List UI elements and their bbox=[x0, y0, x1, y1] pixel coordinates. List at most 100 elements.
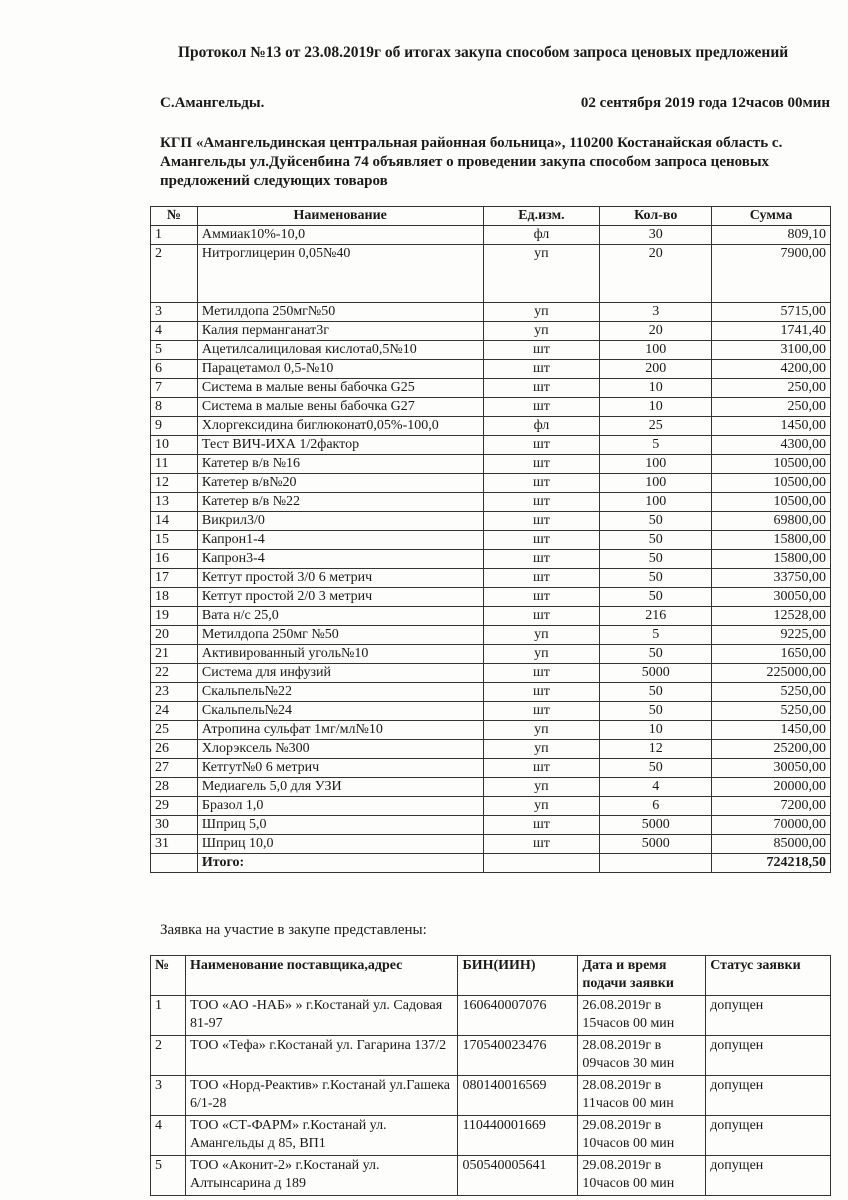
item-name: Активированный уголь№10 bbox=[196, 644, 484, 664]
item-name: Капрон3-4 bbox=[196, 549, 484, 569]
table-row: 3 ТОО «Норд-Реактив» г.Костанай ул.Гашека… bbox=[150, 1075, 831, 1116]
row-number: 22 bbox=[150, 663, 198, 683]
application-status: допущен bbox=[705, 1115, 831, 1156]
sum: 30050,00 bbox=[711, 587, 831, 607]
goods-header-row: № Наименование Ед.изм. Кол-во Сумма bbox=[150, 206, 831, 226]
table-row: 14 Викрил3/0 шт 50 69800,00 bbox=[150, 511, 831, 531]
table-row: 3 Метилдопа 250мг№50 уп 3 5715,00 bbox=[150, 302, 831, 322]
total-row: Итого: 724218,50 bbox=[150, 853, 831, 873]
quantity: 10 bbox=[599, 720, 713, 740]
submission-datetime: 29.08.2019г в 10часов 00 мин bbox=[577, 1155, 707, 1196]
row-number: 19 bbox=[150, 606, 198, 626]
row-number: 7 bbox=[150, 378, 198, 398]
row-number: 2 bbox=[150, 244, 198, 303]
sum: 12528,00 bbox=[711, 606, 831, 626]
unit: шт bbox=[482, 454, 601, 474]
item-name: Атропина сульфат 1мг/мл№10 bbox=[196, 720, 484, 740]
sum: 85000,00 bbox=[711, 834, 831, 854]
quantity: 50 bbox=[599, 568, 713, 588]
item-name: Катетер в/в№20 bbox=[196, 473, 484, 493]
quantity: 50 bbox=[599, 511, 713, 531]
item-name: Система для инфузий bbox=[196, 663, 484, 683]
sum: 9225,00 bbox=[711, 625, 831, 645]
goods-header-unit: Ед.изм. bbox=[482, 206, 601, 226]
quantity: 6 bbox=[599, 796, 713, 816]
row-number: 6 bbox=[150, 359, 198, 379]
row-number: 2 bbox=[150, 1035, 186, 1076]
intro-paragraph: КГП «Амангельдинская центральная районна… bbox=[160, 135, 783, 189]
row-number: 31 bbox=[150, 834, 198, 854]
table-row: 7 Система в малые вены бабочка G25 шт 10 250… bbox=[150, 378, 831, 398]
unit: фл bbox=[482, 225, 601, 245]
sum: 5715,00 bbox=[711, 302, 831, 322]
total-label: Итого: bbox=[196, 853, 484, 873]
row-number: 4 bbox=[150, 321, 198, 341]
application-status: допущен bbox=[705, 1075, 831, 1116]
row-number: 26 bbox=[150, 739, 198, 759]
item-name: Шприц 5,0 bbox=[196, 815, 484, 835]
quantity: 100 bbox=[599, 454, 713, 474]
unit: шт bbox=[482, 815, 601, 835]
row-number: 5 bbox=[150, 1155, 186, 1196]
table-row: 26 Хлорэксель №300 уп 12 25200,00 bbox=[150, 739, 831, 759]
item-name: Бразол 1,0 bbox=[196, 796, 484, 816]
row-number: 12 bbox=[150, 473, 198, 493]
goods-table: № Наименование Ед.изм. Кол-во Сумма 1 Аммиак1… bbox=[150, 206, 831, 873]
quantity: 50 bbox=[599, 682, 713, 702]
applications-table: № Наименование поставщика,адрес БИН(ИИН) Да… bbox=[150, 955, 831, 1196]
sum: 10500,00 bbox=[711, 454, 831, 474]
unit: фл bbox=[482, 416, 601, 436]
item-name: Кетгут простой 3/0 6 метрич bbox=[196, 568, 484, 588]
unit: уп bbox=[482, 796, 601, 816]
bin: 110440001669 bbox=[457, 1115, 579, 1156]
unit: уп bbox=[482, 644, 601, 664]
row-number: 16 bbox=[150, 549, 198, 569]
applications-header-submission-datetime: Дата и время подачи заявки bbox=[577, 955, 707, 996]
row-number: 28 bbox=[150, 777, 198, 797]
unit: шт bbox=[482, 473, 601, 493]
unit: шт bbox=[482, 340, 601, 360]
row-number: 25 bbox=[150, 720, 198, 740]
applications-header-supplier-name-address: Наименование поставщика,адрес bbox=[184, 955, 459, 996]
applications-header-application-status: Статус заявки bbox=[705, 955, 831, 996]
table-row: 18 Кетгут простой 2/0 3 метрич шт 50 30050,0… bbox=[150, 587, 831, 607]
table-row: 2 Нитроглицерин 0,05№40 уп 20 7900,00 bbox=[150, 244, 831, 303]
sum: 1450,00 bbox=[711, 416, 831, 436]
applications-label: Заявка на участие в закупе представлены: bbox=[160, 922, 427, 938]
quantity: 30 bbox=[599, 225, 713, 245]
table-row: 4 Калия перманганат3г уп 20 1741,40 bbox=[150, 321, 831, 341]
table-row: 10 Тест ВИЧ-ИХА 1/2фактор шт 5 4300,00 bbox=[150, 435, 831, 455]
unit: шт bbox=[482, 435, 601, 455]
sum: 3100,00 bbox=[711, 340, 831, 360]
row-number: 24 bbox=[150, 701, 198, 721]
quantity: 20 bbox=[599, 321, 713, 341]
table-row: 1 Аммиак10%-10,0 фл 30 809,10 bbox=[150, 225, 831, 245]
table-row: 4 ТОО «СТ-ФАРМ» г.Костанай ул. Амангельды… bbox=[150, 1115, 831, 1156]
unit: шт bbox=[482, 758, 601, 778]
supplier-name-address: ТОО «СТ-ФАРМ» г.Костанай ул. Амангельды … bbox=[184, 1115, 459, 1156]
quantity: 50 bbox=[599, 549, 713, 569]
sum: 225000,00 bbox=[711, 663, 831, 683]
quantity: 100 bbox=[599, 492, 713, 512]
item-name: Шприц 10,0 bbox=[196, 834, 484, 854]
item-name: Капрон1-4 bbox=[196, 530, 484, 550]
item-name: Парацетамол 0,5-№10 bbox=[196, 359, 484, 379]
item-name: Тест ВИЧ-ИХА 1/2фактор bbox=[196, 435, 484, 455]
submission-datetime: 29.08.2019г в 10часов 00 мин bbox=[577, 1115, 707, 1156]
sum: 7200,00 bbox=[711, 796, 831, 816]
row-number: 30 bbox=[150, 815, 198, 835]
unit: шт bbox=[482, 587, 601, 607]
quantity: 200 bbox=[599, 359, 713, 379]
city: С.Амангельды. bbox=[160, 95, 265, 111]
row-number: 1 bbox=[150, 995, 186, 1036]
quantity: 216 bbox=[599, 606, 713, 626]
table-row: 27 Кетгут№0 6 метрич шт 50 30050,00 bbox=[150, 758, 831, 778]
item-name: Метилдопа 250мг №50 bbox=[196, 625, 484, 645]
goods-header-item-name: Наименование bbox=[196, 206, 484, 226]
row-number: 9 bbox=[150, 416, 198, 436]
table-row: 12 Катетер в/в№20 шт 100 10500,00 bbox=[150, 473, 831, 493]
quantity: 10 bbox=[599, 397, 713, 417]
quantity: 50 bbox=[599, 758, 713, 778]
item-name: Хлорэксель №300 bbox=[196, 739, 484, 759]
quantity: 50 bbox=[599, 530, 713, 550]
